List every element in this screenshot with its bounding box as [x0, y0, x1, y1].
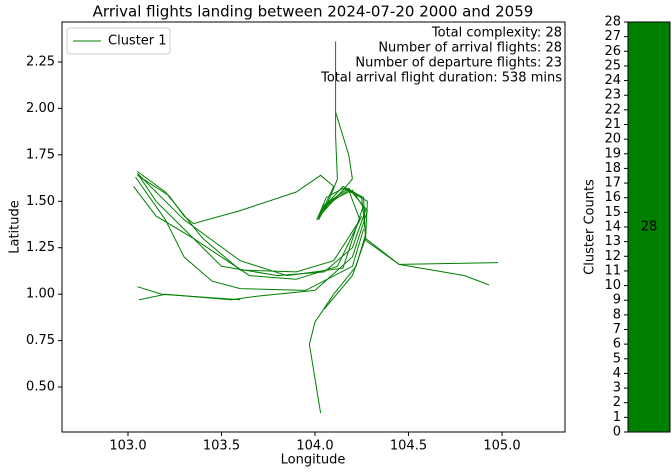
bar-y-tick-label: 5 — [613, 351, 621, 366]
bar-y-tick-label: 8 — [613, 307, 621, 322]
bar-y-tick-label: 15 — [604, 205, 621, 220]
bar-y-tick-label: 28 — [604, 15, 621, 30]
bar-y-tick-label: 16 — [604, 190, 621, 205]
annotation: Total arrival flight duration: 538 mins — [320, 71, 562, 86]
legend-box — [66, 27, 171, 55]
y-tick-label: 1.25 — [26, 240, 55, 255]
x-tick-label: 103.0 — [109, 439, 146, 454]
bar-y-tick-label: 18 — [604, 161, 621, 176]
flight-track — [316, 111, 353, 221]
flight-track — [137, 174, 335, 225]
bar-y-tick-label: 2 — [613, 395, 621, 410]
x-tick-label: 104.0 — [296, 439, 333, 454]
y-tick-label: 0.50 — [26, 380, 55, 395]
y-tick-label: 2.25 — [26, 54, 55, 69]
y-axis-label: Latitude — [8, 200, 23, 254]
x-axis-label: Longitude — [281, 453, 346, 468]
flight-track — [320, 187, 490, 286]
bar-y-tick-label: 23 — [604, 88, 621, 103]
flight-track — [135, 176, 365, 291]
bar-y-tick-label: 19 — [604, 146, 621, 161]
y-tick-label: 1.50 — [26, 194, 55, 209]
bar-y-tick-label: 0 — [613, 425, 621, 440]
y-tick-label: 1.00 — [26, 287, 55, 302]
bar-y-tick-label: 25 — [604, 58, 621, 73]
flight-track — [133, 186, 363, 280]
bar-y-tick-label: 22 — [604, 102, 621, 117]
y-tick-label: 2.00 — [26, 101, 55, 116]
bar-y-tick-label: 3 — [613, 381, 621, 396]
bar-value-label: 28 — [641, 220, 658, 235]
bar-y-axis-label: Cluster Counts — [583, 179, 598, 275]
legend-label: Cluster 1 — [108, 34, 167, 49]
plot-frame — [61, 21, 566, 433]
bar-y-tick-label: 27 — [604, 29, 621, 44]
bar — [627, 21, 671, 433]
bar-y-tick-label: 12 — [604, 249, 621, 264]
flight-track — [308, 187, 367, 414]
flight-track — [137, 286, 241, 301]
bar-y-tick-label: 14 — [604, 220, 621, 235]
bar-y-tick-label: 9 — [613, 293, 621, 308]
bar-y-tick-label: 21 — [604, 117, 621, 132]
y-tick-label: 1.75 — [26, 147, 55, 162]
flight-track — [137, 173, 365, 277]
bar-y-tick-label: 20 — [604, 132, 621, 147]
bar-y-tick-label: 1 — [613, 410, 621, 425]
flight-track — [136, 173, 367, 277]
x-tick-label: 103.5 — [203, 439, 240, 454]
bar-y-tick-label: 4 — [613, 366, 621, 381]
bar-y-tick-label: 26 — [604, 44, 621, 59]
bar-y-tick-label: 7 — [613, 322, 621, 337]
flight-track — [137, 171, 361, 273]
bar-y-tick-label: 13 — [604, 234, 621, 249]
bar-y-tick-label: 6 — [613, 337, 621, 352]
bar-y-tick-label: 11 — [604, 263, 621, 278]
bar-y-tick-label: 17 — [604, 176, 621, 191]
y-tick-label: 0.75 — [26, 333, 55, 348]
x-tick-label: 104.5 — [390, 439, 427, 454]
bar-y-tick-label: 24 — [604, 73, 621, 88]
x-tick-label: 105.0 — [483, 439, 520, 454]
annotation: Number of departure flights: 23 — [355, 56, 562, 71]
bar-y-tick-label: 10 — [604, 278, 621, 293]
annotation: Total complexity: 28 — [431, 26, 562, 41]
annotation: Number of arrival flights: 28 — [378, 41, 562, 56]
flight-track — [323, 238, 366, 310]
chart-title: Arrival flights landing between 2024-07-… — [93, 3, 534, 21]
flight-track — [139, 187, 368, 301]
